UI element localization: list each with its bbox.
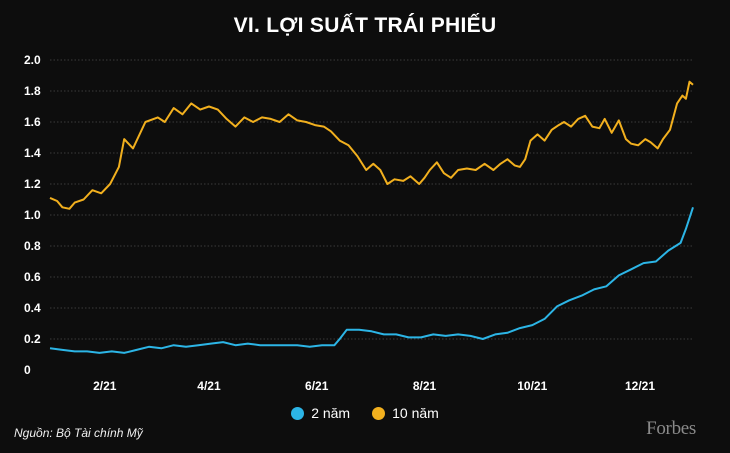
- y-tick-label: 0.2: [24, 332, 41, 346]
- y-tick-label: 0.8: [24, 239, 41, 253]
- legend: 2 năm 10 năm: [0, 405, 730, 421]
- series-line-10-year: [49, 80, 694, 210]
- y-tick-label: 0.4: [24, 301, 41, 315]
- legend-item-10-year: 10 năm: [372, 405, 439, 421]
- y-tick-label: 0.6: [24, 270, 41, 284]
- x-tick-label: 2/21: [93, 379, 117, 393]
- forbes-logo: Forbes: [646, 418, 696, 439]
- legend-item-2-year: 2 năm: [291, 405, 350, 421]
- x-axis-ticks: 2/21 4/21 6/21 8/21 10/21 12/21: [93, 379, 655, 393]
- x-tick-label: 8/21: [413, 379, 437, 393]
- x-tick-label: 10/21: [517, 379, 547, 393]
- source-note: Nguồn: Bộ Tài chính Mỹ: [14, 426, 143, 440]
- legend-2-year-dot: [291, 406, 305, 420]
- y-tick-label: 1.8: [24, 84, 41, 98]
- chart-title: VI. LỢI SUẤT TRÁI PHIẾU: [233, 14, 497, 37]
- y-tick-label: 1.0: [24, 208, 41, 222]
- series-lines: [49, 80, 694, 354]
- y-tick-label: 0: [24, 363, 31, 377]
- y-axis-ticks: 0 0.2 0.4 0.6 0.8 1.0 1.2 1.4 1.6 1.8 2.0: [24, 53, 41, 377]
- x-tick-label: 6/21: [305, 379, 329, 393]
- series-line-2-year: [49, 206, 694, 354]
- gridlines: [50, 59, 693, 340]
- legend-10-year-label: 10 năm: [392, 405, 439, 421]
- y-tick-label: 2.0: [24, 53, 41, 67]
- x-tick-label: 4/21: [197, 379, 221, 393]
- legend-2-year-label: 2 năm: [311, 405, 351, 421]
- y-tick-label: 1.4: [24, 146, 41, 160]
- y-tick-label: 1.6: [24, 115, 41, 129]
- x-tick-label: 12/21: [625, 379, 655, 393]
- legend-10-year-dot: [372, 406, 386, 420]
- y-tick-label: 1.2: [24, 177, 41, 191]
- line-chart: 0 0.2 0.4 0.6 0.8 1.0 1.2 1.4 1.6 1.8 2.0 2/21 4/21…: [24, 53, 694, 393]
